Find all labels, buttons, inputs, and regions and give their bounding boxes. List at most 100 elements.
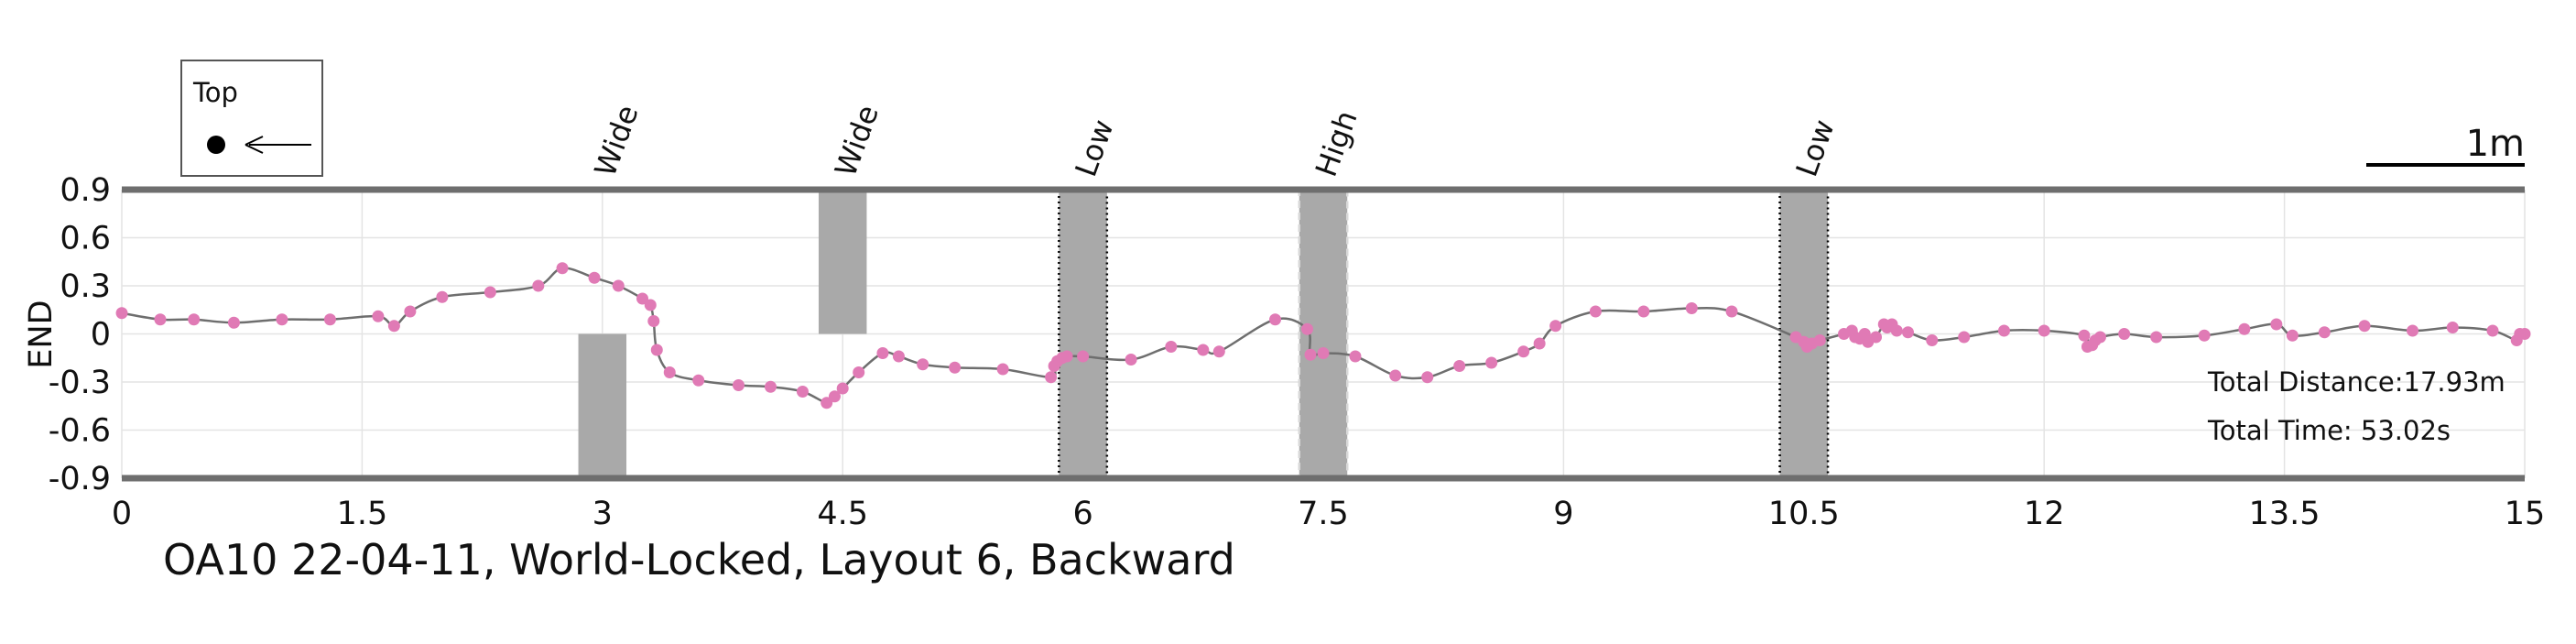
y-tick-label-6: -0.9 bbox=[49, 461, 111, 497]
data-point-29 bbox=[892, 350, 905, 363]
obstacle-label-0: Wide bbox=[588, 101, 646, 181]
data-point-28 bbox=[876, 347, 889, 359]
data-point-45 bbox=[1304, 348, 1317, 361]
x-tick-label-6: 9 bbox=[1553, 496, 1573, 532]
data-point-33 bbox=[1045, 371, 1058, 384]
data-point-57 bbox=[1685, 302, 1698, 314]
data-point-90 bbox=[2286, 329, 2299, 342]
data-point-58 bbox=[1725, 305, 1738, 318]
data-point-38 bbox=[1077, 350, 1090, 363]
data-point-56 bbox=[1637, 305, 1650, 318]
y-axis-label: END bbox=[23, 300, 60, 368]
y-tick-label-4: -0.3 bbox=[49, 365, 111, 401]
x-tick-label-0: 0 bbox=[112, 496, 132, 532]
data-point-22 bbox=[764, 380, 777, 393]
legend-box bbox=[180, 60, 323, 177]
series-layer bbox=[115, 262, 2531, 409]
y-tick-label-2: 0.3 bbox=[60, 268, 111, 305]
data-point-48 bbox=[1389, 369, 1402, 382]
data-point-23 bbox=[796, 386, 809, 398]
y-tick-label-5: -0.6 bbox=[49, 413, 111, 450]
obstacle-1 bbox=[818, 190, 867, 334]
data-point-30 bbox=[917, 358, 929, 371]
data-point-15 bbox=[636, 292, 649, 305]
y-tick-label-0: 0.9 bbox=[60, 172, 111, 209]
data-point-51 bbox=[1485, 356, 1498, 369]
data-point-74 bbox=[1890, 324, 1903, 337]
data-point-79 bbox=[2038, 324, 2050, 337]
data-point-2 bbox=[188, 313, 201, 326]
obstacle-2 bbox=[1058, 188, 1109, 480]
data-point-50 bbox=[1453, 360, 1466, 372]
data-point-12 bbox=[556, 262, 569, 275]
data-point-4 bbox=[276, 313, 288, 326]
data-point-41 bbox=[1197, 344, 1210, 356]
data-point-39 bbox=[1125, 354, 1137, 366]
obstacle-label-4: Low bbox=[1789, 115, 1842, 181]
data-point-89 bbox=[2270, 318, 2283, 331]
legend-title: Top bbox=[192, 77, 238, 108]
data-point-13 bbox=[588, 271, 601, 284]
data-point-21 bbox=[732, 379, 745, 391]
data-point-7 bbox=[387, 320, 400, 333]
data-point-98 bbox=[2518, 328, 2531, 340]
arrow-left-icon bbox=[245, 136, 264, 154]
data-point-0 bbox=[115, 307, 128, 320]
data-point-63 bbox=[1813, 334, 1826, 346]
data-point-14 bbox=[612, 279, 625, 292]
data-point-91 bbox=[2318, 326, 2331, 339]
data-point-80 bbox=[2078, 329, 2091, 342]
data-point-11 bbox=[532, 279, 545, 292]
legend: Top bbox=[180, 60, 323, 177]
data-point-24 bbox=[821, 397, 833, 409]
data-point-85 bbox=[2118, 328, 2131, 340]
data-point-40 bbox=[1165, 341, 1178, 353]
data-point-86 bbox=[2150, 331, 2163, 344]
data-point-77 bbox=[1958, 331, 1971, 344]
scale-bar: 1m bbox=[2366, 123, 2525, 167]
x-tick-label-9: 13.5 bbox=[2249, 496, 2321, 532]
data-point-18 bbox=[650, 344, 663, 356]
data-point-6 bbox=[372, 310, 385, 322]
x-tick-label-8: 12 bbox=[2024, 496, 2065, 532]
data-point-76 bbox=[1926, 334, 1939, 346]
data-point-93 bbox=[2407, 324, 2419, 337]
obstacle-label-1: Wide bbox=[828, 101, 886, 181]
scale-bar-label: 1m bbox=[2466, 123, 2525, 165]
data-point-52 bbox=[1517, 345, 1530, 358]
data-point-25 bbox=[828, 390, 841, 403]
data-point-92 bbox=[2358, 320, 2371, 333]
data-point-1 bbox=[154, 313, 167, 326]
data-point-44 bbox=[1301, 322, 1314, 335]
x-tick-label-5: 7.5 bbox=[1298, 496, 1349, 532]
obstacle-layer: Wide Wide Low High Low bbox=[578, 101, 1842, 480]
data-point-54 bbox=[1549, 320, 1562, 333]
data-point-8 bbox=[404, 305, 417, 318]
data-point-31 bbox=[949, 361, 962, 374]
data-point-5 bbox=[323, 313, 336, 326]
data-point-20 bbox=[692, 374, 705, 387]
data-point-9 bbox=[436, 290, 449, 303]
data-point-84 bbox=[2093, 331, 2106, 344]
data-point-46 bbox=[1317, 347, 1330, 359]
data-point-94 bbox=[2446, 322, 2459, 333]
data-point-43 bbox=[1269, 313, 1282, 326]
data-point-47 bbox=[1349, 350, 1362, 363]
y-tick-labels: 0.9 0.6 0.3 0 -0.3 -0.6 -0.9 bbox=[49, 172, 111, 497]
data-point-27 bbox=[853, 366, 865, 378]
data-point-88 bbox=[2238, 322, 2251, 335]
data-point-78 bbox=[1997, 324, 2010, 337]
data-point-10 bbox=[484, 286, 496, 299]
data-point-55 bbox=[1589, 305, 1602, 318]
data-point-53 bbox=[1533, 337, 1546, 350]
data-point-16 bbox=[644, 299, 657, 311]
x-tick-label-10: 15 bbox=[2505, 496, 2546, 532]
y-tick-label-1: 0.6 bbox=[60, 221, 111, 257]
x-tick-labels: 0 1.5 3 4.5 6 7.5 9 10.5 12 13.5 15 bbox=[112, 496, 2545, 532]
data-point-32 bbox=[996, 363, 1009, 376]
data-point-49 bbox=[1421, 371, 1434, 384]
data-point-26 bbox=[836, 382, 849, 395]
x-tick-label-3: 4.5 bbox=[817, 496, 868, 532]
y-tick-label-3: 0 bbox=[91, 317, 111, 354]
data-point-70 bbox=[1870, 331, 1883, 344]
